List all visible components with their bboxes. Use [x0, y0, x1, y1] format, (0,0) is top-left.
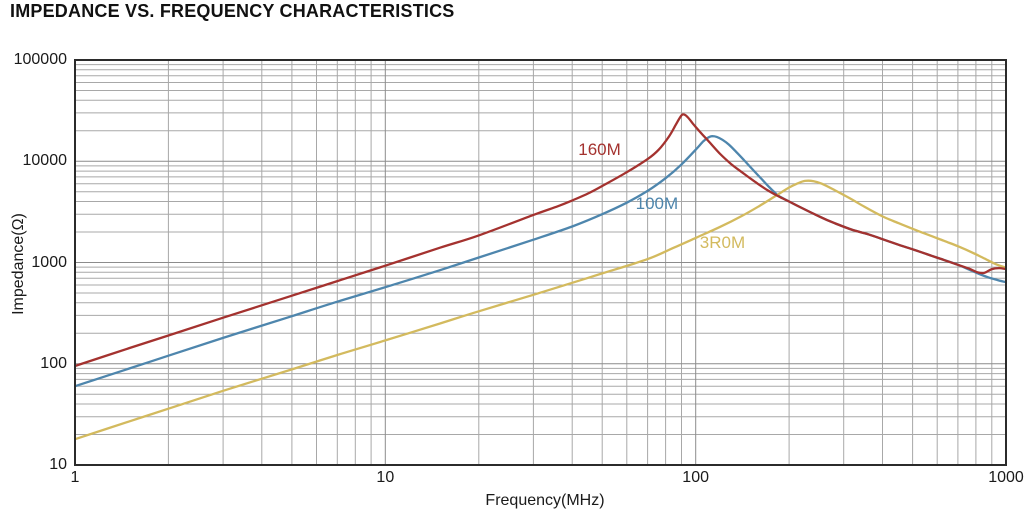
- y-tick-label: 10000: [22, 152, 68, 170]
- plot-frame: [74, 59, 1007, 466]
- x-axis-label: Frequency(MHz): [485, 492, 605, 509]
- x-tick-label: 100: [682, 469, 710, 486]
- curve-100m: [74, 134, 1007, 388]
- y-tick-label: 100000: [13, 51, 67, 68]
- x-tick-label: 1000: [988, 469, 1024, 486]
- y-tick-label: 100: [40, 354, 67, 372]
- curve-160m: [74, 113, 1007, 368]
- series-label-100m: 100M: [635, 193, 679, 213]
- y-tick-label: 1000: [31, 253, 67, 271]
- chart-title: IMPEDANCE VS. FREQUENCY CHARACTERISTICS: [10, 1, 455, 21]
- y-tick-label: 10: [49, 456, 67, 473]
- series-label-160m: 160M: [578, 140, 621, 160]
- x-tick-label: 10: [376, 469, 395, 486]
- impedance-curves: [74, 113, 1007, 441]
- series-label-3r0m: 3R0M: [699, 233, 746, 253]
- curve-3r0m: [74, 179, 1007, 441]
- x-tick-label: 1: [70, 469, 80, 486]
